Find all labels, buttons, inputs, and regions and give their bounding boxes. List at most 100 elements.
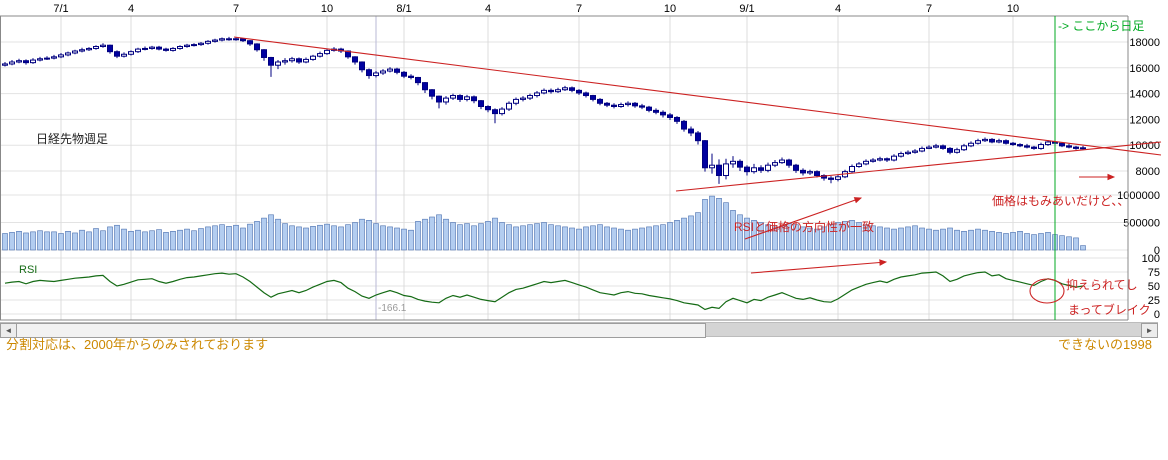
volume-bar bbox=[548, 224, 554, 251]
price-axis-label: 12000 bbox=[1129, 114, 1160, 126]
x-axis-label: 8/1 bbox=[396, 3, 411, 15]
x-axis-label: 10 bbox=[1007, 3, 1019, 15]
volume-bar bbox=[555, 225, 561, 251]
red-trendline bbox=[233, 36, 1162, 156]
horizontal-scrollbar[interactable]: ◄ ► bbox=[0, 322, 1158, 338]
volume-bar bbox=[37, 230, 43, 251]
volume-bar bbox=[366, 220, 372, 251]
volume-bar bbox=[86, 231, 92, 251]
candle-body bbox=[233, 38, 239, 41]
candle-body bbox=[758, 167, 764, 171]
x-axis-label: 10 bbox=[664, 3, 676, 15]
candle-body bbox=[723, 163, 729, 177]
candle-body bbox=[289, 58, 295, 62]
volume-axis-label: 0 bbox=[1154, 245, 1160, 257]
candle-body bbox=[1066, 145, 1072, 148]
volume-bar bbox=[2, 233, 8, 251]
volume-bar bbox=[954, 229, 960, 251]
volume-bar bbox=[345, 224, 351, 251]
candle-body bbox=[1080, 147, 1086, 150]
volume-bar bbox=[1073, 237, 1079, 251]
volume-bar bbox=[170, 231, 176, 251]
volume-bar bbox=[534, 223, 540, 251]
candle-body bbox=[716, 164, 722, 177]
candle-body bbox=[891, 155, 897, 161]
candle-body bbox=[625, 102, 631, 106]
candle-body bbox=[877, 158, 883, 161]
candle-body bbox=[597, 98, 603, 104]
volume-bar bbox=[408, 229, 414, 251]
candle-body bbox=[800, 169, 806, 174]
candle-body bbox=[653, 109, 659, 113]
candle-body bbox=[191, 44, 197, 47]
candle-body bbox=[282, 60, 288, 63]
candle-body bbox=[163, 48, 169, 51]
volume-bar bbox=[142, 231, 148, 251]
volume-bar bbox=[905, 226, 911, 251]
volume-bar bbox=[891, 228, 897, 251]
scrollbar-left-arrow[interactable]: ◄ bbox=[0, 323, 17, 338]
volume-bar bbox=[590, 225, 596, 251]
candle-body bbox=[72, 50, 78, 54]
volume-bar bbox=[877, 226, 883, 251]
volume-bar bbox=[394, 227, 400, 251]
volume-bar bbox=[177, 229, 183, 251]
volume-bar bbox=[772, 226, 778, 251]
volume-bar bbox=[9, 232, 15, 251]
volume-bar bbox=[331, 225, 337, 251]
daily-from-here-note: -> ここから日足 bbox=[1058, 19, 1145, 33]
volume-bar bbox=[415, 221, 421, 251]
candle-body bbox=[681, 120, 687, 130]
volume-bar bbox=[205, 226, 211, 251]
candle-body bbox=[562, 87, 568, 91]
candle-body bbox=[730, 160, 736, 165]
volume-bar bbox=[79, 229, 85, 251]
candle-body bbox=[30, 59, 36, 64]
scrollbar-thumb[interactable] bbox=[16, 323, 706, 338]
candle-body bbox=[548, 89, 554, 93]
volume-bar bbox=[72, 232, 78, 251]
candle-body bbox=[884, 158, 890, 161]
volume-bar bbox=[926, 228, 932, 251]
volume-bar bbox=[800, 226, 806, 251]
volume-bar bbox=[191, 230, 197, 251]
candle-body bbox=[261, 49, 267, 58]
candle-body bbox=[667, 114, 673, 118]
candle-body bbox=[401, 71, 407, 77]
candle-body bbox=[807, 171, 813, 174]
candle-body bbox=[989, 138, 995, 143]
candle-body bbox=[527, 95, 533, 99]
candle-body bbox=[828, 177, 834, 180]
price-axis-label: 10000 bbox=[1129, 140, 1160, 152]
x-axis-label: 7 bbox=[926, 3, 932, 15]
candle-body bbox=[387, 68, 393, 72]
rsi-axis-label: 25 bbox=[1148, 295, 1160, 307]
candle-body bbox=[751, 167, 757, 173]
volume-bar bbox=[107, 226, 113, 251]
volume-bar bbox=[744, 217, 750, 251]
scrollbar-right-arrow[interactable]: ► bbox=[1141, 323, 1158, 338]
volume-bar bbox=[695, 212, 701, 251]
volume-bar bbox=[709, 195, 715, 251]
candle-body bbox=[107, 44, 113, 53]
candle-body bbox=[324, 49, 330, 55]
red-note-price-consolidation: 価格はもみあいだけど、、 bbox=[992, 194, 1130, 208]
candle-body bbox=[268, 56, 274, 66]
volume-bar bbox=[247, 223, 253, 251]
candle-body bbox=[170, 47, 176, 51]
x-axis-label: 4 bbox=[128, 3, 134, 15]
volume-bar bbox=[44, 231, 50, 251]
x-axis-label: 7 bbox=[233, 3, 239, 15]
candle-body bbox=[968, 142, 974, 147]
candle-body bbox=[394, 68, 400, 73]
candle-body bbox=[604, 102, 610, 106]
candle-body bbox=[772, 162, 778, 166]
volume-bar bbox=[373, 223, 379, 251]
volume-bar bbox=[765, 224, 771, 251]
candle-body bbox=[380, 70, 386, 74]
volume-bar bbox=[58, 233, 64, 251]
candle-body bbox=[849, 165, 855, 173]
x-axis-label: 9/1 bbox=[739, 3, 754, 15]
candle-body bbox=[44, 57, 50, 60]
